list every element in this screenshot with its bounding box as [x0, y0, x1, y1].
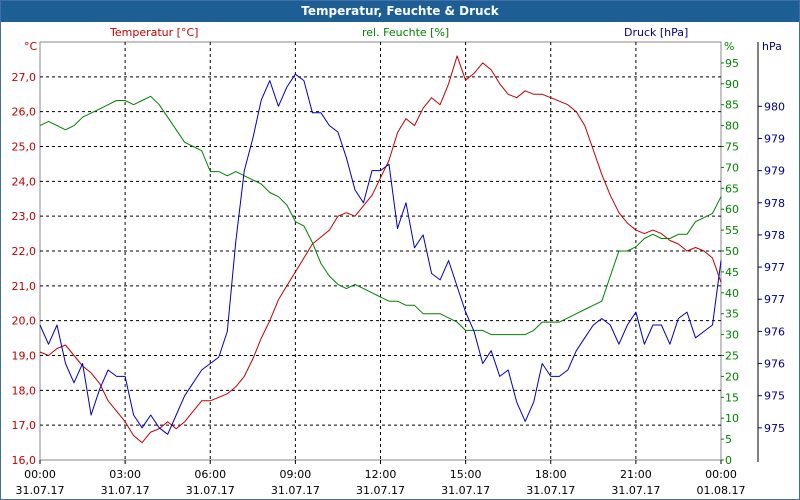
- x-tick-time: 15:00: [450, 468, 482, 481]
- right-tick-label: 977: [764, 261, 785, 274]
- right-tick-label: 980: [764, 100, 785, 113]
- x-tick-time: 06:00: [194, 468, 226, 481]
- middle-tick-label: 65: [725, 182, 739, 195]
- x-tick-time: 12:00: [365, 468, 397, 481]
- left-tick-label: 22,0: [12, 245, 37, 258]
- left-tick-label: 21,0: [12, 280, 37, 293]
- right-tick-label: 977: [764, 293, 785, 306]
- x-tick-time: 18:00: [535, 468, 567, 481]
- left-tick-label: 20,0: [12, 315, 37, 328]
- right-tick-label: 978: [764, 229, 785, 242]
- middle-tick-label: 45: [725, 266, 739, 279]
- middle-tick-label: 35: [725, 308, 739, 321]
- x-tick-time: 03:00: [109, 468, 141, 481]
- left-tick-label: 23,0: [12, 210, 37, 223]
- middle-tick-label: 90: [725, 78, 739, 91]
- x-tick-date: 31.07.17: [186, 484, 235, 497]
- middle-tick-label: 25: [725, 350, 739, 363]
- x-tick-time: 00:00: [705, 468, 737, 481]
- x-tick-date: 31.07.17: [441, 484, 490, 497]
- left-tick-label: 24,0: [12, 175, 37, 188]
- x-tick-date: 31.07.17: [356, 484, 405, 497]
- middle-tick-label: 0: [725, 454, 732, 467]
- middle-tick-label: 20: [725, 370, 739, 383]
- series-line-pressure: [39, 73, 722, 435]
- left-tick-label: 25,0: [12, 141, 37, 154]
- middle-tick-label: 70: [725, 161, 739, 174]
- middle-tick-label: 85: [725, 99, 739, 112]
- series-layer: [39, 55, 722, 444]
- middle-tick-label: 75: [725, 141, 739, 154]
- left-tick-label: 19,0: [12, 350, 37, 363]
- axes: 16,0 17,0 18,0 19,0 20,0 21,0 22,0 23,0 24,0 25,0…: [12, 57, 786, 497]
- right-axis-unit: hPa: [762, 40, 782, 53]
- middle-tick-label: 10: [725, 412, 739, 425]
- window-title: Temperatur, Feuchte & Druck: [1, 1, 799, 22]
- series-line-humidity: [39, 95, 722, 336]
- left-axis-title: Temperatur [°C]: [109, 26, 198, 39]
- right-tick-label: 976: [764, 325, 785, 338]
- middle-tick-label: 15: [725, 391, 739, 404]
- middle-tick-label: 80: [725, 120, 739, 133]
- right-tick-label: 979: [764, 132, 785, 145]
- right-tick-label: 979: [764, 165, 785, 178]
- middle-axis-title: rel. Feuchte [%]: [362, 26, 449, 39]
- middle-tick-label: 95: [725, 57, 739, 70]
- x-tick-date: 31.07.17: [271, 484, 320, 497]
- middle-tick-label: 30: [725, 329, 739, 342]
- middle-tick-label: 55: [725, 224, 739, 237]
- right-axis-title: Druck [hPa]: [624, 26, 688, 39]
- x-tick-date: 31.07.17: [526, 484, 575, 497]
- right-tick-label: 975: [764, 390, 785, 403]
- x-tick-date: 31.07.17: [611, 484, 660, 497]
- x-tick-time: 00:00: [24, 468, 56, 481]
- right-tick-label: 976: [764, 358, 785, 371]
- x-tick-time: 09:00: [280, 468, 312, 481]
- x-tick-date: 01.08.17: [697, 484, 746, 497]
- grid-lines: [40, 42, 721, 460]
- series-line-temperature: [39, 55, 722, 444]
- left-tick-label: 26,0: [12, 106, 37, 119]
- middle-tick-label: 40: [725, 287, 739, 300]
- left-tick-label: 17,0: [12, 419, 37, 432]
- middle-tick-label: 50: [725, 245, 739, 258]
- middle-tick-label: 5: [725, 433, 732, 446]
- left-tick-label: 18,0: [12, 384, 37, 397]
- left-tick-label: 27,0: [12, 71, 37, 84]
- middle-tick-label: 60: [725, 203, 739, 216]
- left-axis-unit: °C: [24, 40, 38, 53]
- right-tick-label: 975: [764, 422, 785, 435]
- right-tick-label: 978: [764, 197, 785, 210]
- x-tick-date: 31.07.17: [16, 484, 65, 497]
- middle-axis-unit: %: [724, 40, 734, 53]
- left-tick-label: 16,0: [12, 454, 37, 467]
- x-tick-date: 31.07.17: [101, 484, 150, 497]
- x-tick-time: 21:00: [620, 468, 652, 481]
